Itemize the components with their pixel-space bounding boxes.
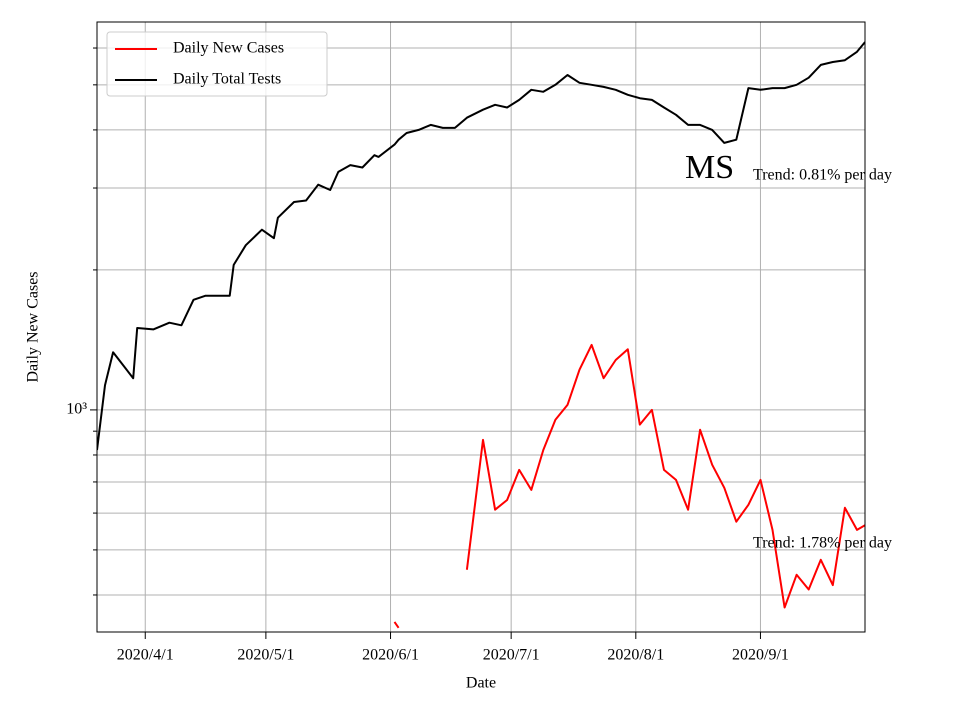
y-axis-label: Daily New Cases xyxy=(25,271,42,382)
x-tick-label: 2020/9/1 xyxy=(732,647,789,664)
x-axis-label: Date xyxy=(466,675,496,692)
legend-box xyxy=(106,31,328,97)
data-line xyxy=(393,343,865,629)
x-tick-label: 2020/5/1 xyxy=(237,647,294,664)
legend-label: Daily Total Tests xyxy=(173,71,281,88)
x-tick-label: 2020/6/1 xyxy=(362,647,419,664)
x-tick-label: 2020/8/1 xyxy=(607,647,664,664)
annotation: Trend: 1.78% per day xyxy=(753,535,892,552)
plot-area xyxy=(97,41,865,629)
legend-label: Daily New Cases xyxy=(173,40,284,57)
x-tick-label: 2020/7/1 xyxy=(483,647,540,664)
annotation: Trend: 0.81% per day xyxy=(753,167,892,184)
plot-frame xyxy=(96,21,866,633)
annotation: MS xyxy=(685,149,734,186)
y-tick-label: 10³ xyxy=(66,401,87,418)
data-line xyxy=(97,41,865,451)
x-tick-label: 2020/4/1 xyxy=(117,647,174,664)
